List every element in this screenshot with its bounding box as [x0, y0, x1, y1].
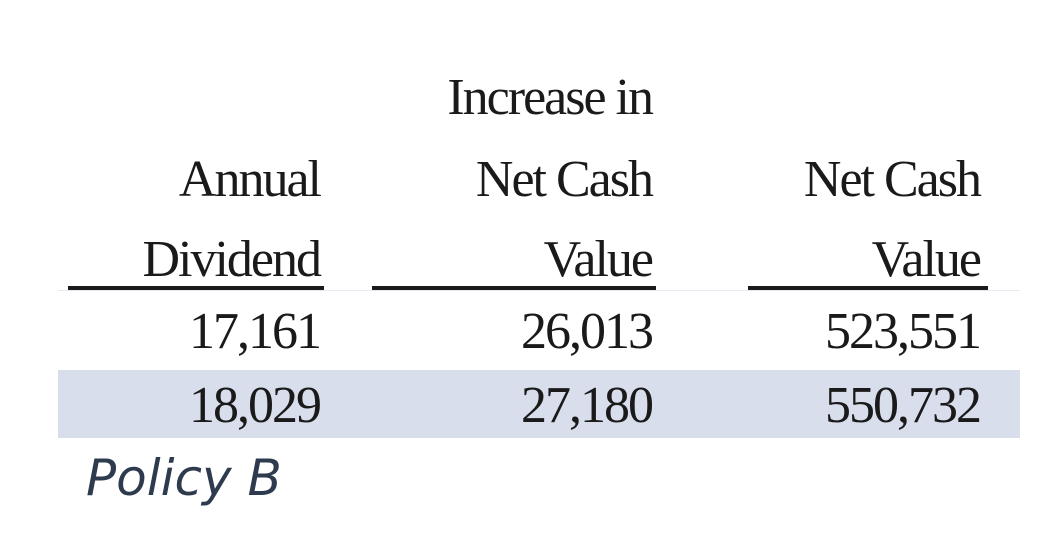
header-dividend: Dividend: [142, 231, 322, 288]
table-row-highlight: [58, 370, 1020, 438]
header-increase-in: Increase in: [447, 69, 654, 126]
header-annual: Annual: [178, 151, 322, 208]
table-cell-increase-row1: 26,013: [521, 303, 654, 360]
table-cell-dividend-row1: 17,161: [189, 303, 322, 360]
policy-caption: Policy B: [86, 449, 282, 507]
table-cell-net-cash-row2: 550,732: [825, 377, 982, 434]
header-underline-net-cash: [748, 286, 988, 291]
header-underline-increase: [372, 286, 656, 291]
table-rule: [58, 290, 1020, 291]
table-cell-increase-row2: 27,180: [521, 377, 654, 434]
header-value: Value: [871, 231, 982, 288]
table-cell-dividend-row2: 18,029: [189, 377, 322, 434]
table-cell-net-cash-row1: 523,551: [825, 303, 982, 360]
header-underline-dividend: [68, 286, 324, 291]
header-net-cash: Net Cash: [803, 151, 982, 208]
header-net-cash-increase: Net Cash: [475, 151, 654, 208]
header-value-increase: Value: [543, 231, 654, 288]
